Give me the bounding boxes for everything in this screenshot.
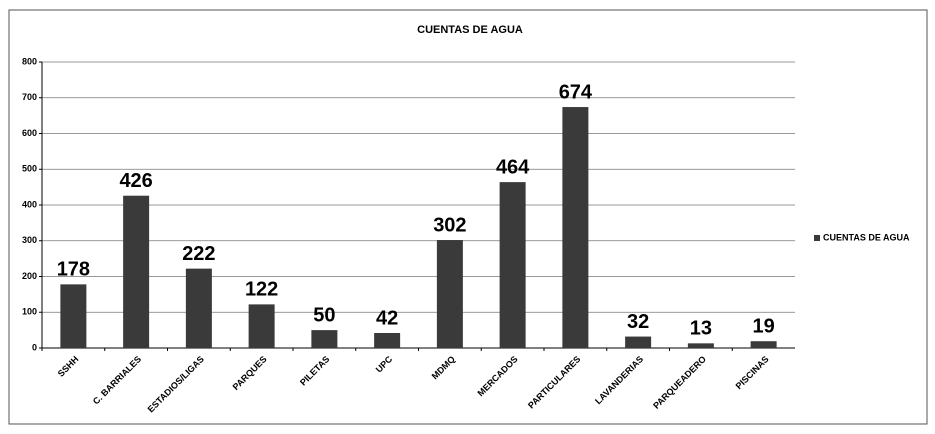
y-tick-label: 600	[22, 128, 37, 138]
value-label: 222	[182, 243, 215, 265]
bar	[185, 268, 212, 348]
value-label: 19	[753, 315, 775, 337]
y-tick-label: 200	[22, 271, 37, 281]
bar	[374, 332, 401, 348]
value-label: 32	[627, 311, 649, 333]
y-tick-label: 800	[22, 56, 37, 66]
bar	[562, 107, 589, 348]
bar	[750, 341, 777, 348]
value-label: 426	[119, 170, 152, 192]
value-label: 464	[496, 156, 530, 178]
y-tick-label: 0	[32, 342, 37, 352]
chart-frame	[8, 9, 928, 425]
bar	[311, 330, 338, 348]
y-tick-label: 100	[22, 307, 37, 317]
value-label: 42	[376, 307, 398, 329]
y-tick-label: 300	[22, 235, 37, 245]
value-label: 122	[245, 279, 278, 301]
bar	[687, 343, 714, 348]
value-label: 674	[559, 81, 593, 103]
bar	[436, 240, 463, 348]
legend-label: CUENTAS DE AGUA	[823, 232, 910, 242]
value-label: 178	[57, 259, 90, 281]
y-tick-label: 400	[22, 199, 37, 209]
value-label: 302	[433, 214, 466, 236]
bar	[123, 195, 150, 348]
y-tick-label: 700	[22, 92, 37, 102]
legend-swatch	[814, 235, 820, 241]
bar	[248, 304, 275, 348]
bar	[499, 182, 526, 348]
value-label: 13	[690, 318, 712, 340]
value-label: 50	[313, 304, 335, 326]
bar	[60, 284, 87, 348]
y-tick-label: 500	[22, 164, 37, 174]
chart-title: CUENTAS DE AGUA	[417, 24, 523, 36]
bar	[625, 336, 652, 348]
